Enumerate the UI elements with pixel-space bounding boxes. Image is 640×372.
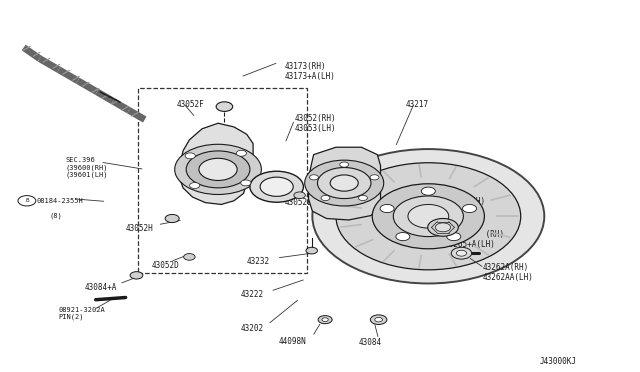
Text: 08921-3202A
PIN(2): 08921-3202A PIN(2) [59, 307, 106, 320]
Circle shape [408, 205, 449, 228]
Circle shape [317, 167, 371, 199]
Circle shape [358, 195, 367, 201]
Circle shape [312, 149, 544, 283]
Circle shape [447, 232, 461, 241]
Circle shape [250, 171, 303, 202]
Text: 43084+A: 43084+A [84, 283, 116, 292]
Circle shape [380, 205, 394, 212]
Circle shape [186, 151, 250, 188]
Circle shape [185, 153, 195, 159]
Text: 08184-2355H: 08184-2355H [36, 198, 83, 204]
Text: 43052D: 43052D [151, 261, 179, 270]
Circle shape [322, 318, 328, 321]
Text: 44098N: 44098N [278, 337, 307, 346]
Circle shape [189, 183, 200, 189]
Circle shape [370, 175, 379, 180]
Polygon shape [180, 123, 253, 205]
Circle shape [394, 196, 463, 237]
Text: 43052(RH)
43053(LH): 43052(RH) 43053(LH) [294, 113, 336, 133]
Circle shape [421, 187, 435, 195]
Circle shape [165, 214, 179, 222]
Circle shape [175, 144, 261, 195]
Circle shape [241, 180, 251, 186]
Text: 43052F: 43052F [177, 100, 204, 109]
Circle shape [130, 272, 143, 279]
Text: 43037    (RH)
43037+A(LH): 43037 (RH) 43037+A(LH) [425, 197, 485, 216]
Text: 43052H: 43052H [125, 224, 154, 233]
Circle shape [306, 247, 317, 254]
Circle shape [310, 175, 318, 180]
Text: 43202: 43202 [241, 324, 264, 333]
Text: SEC.396
(39600(RH)
(39601(LH): SEC.396 (39600(RH) (39601(LH) [65, 157, 108, 178]
Circle shape [463, 205, 477, 212]
Text: 43232: 43232 [246, 257, 270, 266]
Circle shape [456, 250, 467, 256]
Circle shape [236, 150, 246, 156]
Circle shape [321, 195, 330, 201]
Text: 43222: 43222 [241, 291, 264, 299]
Circle shape [428, 218, 458, 236]
Text: 43262A(RH)
43262AA(LH): 43262A(RH) 43262AA(LH) [483, 263, 533, 282]
Circle shape [451, 247, 472, 259]
Text: B: B [25, 198, 29, 203]
Text: 43217: 43217 [406, 100, 429, 109]
Text: 43265    (RH)
43265+A(LH): 43265 (RH) 43265+A(LH) [444, 230, 504, 249]
Circle shape [372, 184, 484, 249]
Text: J43000KJ: J43000KJ [540, 357, 577, 366]
Circle shape [184, 254, 195, 260]
Circle shape [336, 163, 521, 270]
Polygon shape [308, 147, 381, 220]
Circle shape [330, 175, 358, 191]
Circle shape [375, 317, 383, 322]
Circle shape [260, 177, 293, 196]
Circle shape [371, 315, 387, 324]
Circle shape [216, 102, 233, 112]
Circle shape [305, 160, 384, 206]
Circle shape [294, 192, 305, 199]
Text: 43173(RH)
43173+A(LH): 43173(RH) 43173+A(LH) [285, 62, 336, 81]
Text: (8): (8) [49, 212, 62, 219]
Text: 43084: 43084 [358, 339, 381, 347]
Circle shape [199, 158, 237, 180]
Circle shape [396, 232, 410, 241]
Circle shape [435, 223, 451, 232]
Text: 43052E: 43052E [285, 198, 313, 207]
Circle shape [318, 315, 332, 324]
Circle shape [340, 162, 349, 167]
